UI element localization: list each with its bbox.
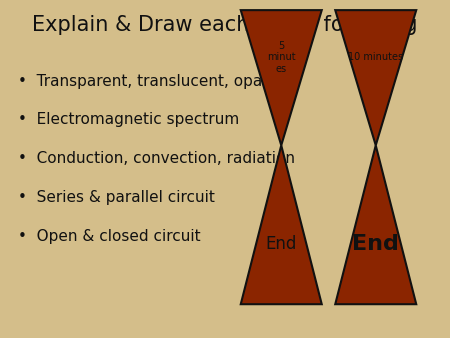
Text: End: End <box>352 234 399 254</box>
Text: 5
minut
es: 5 minut es <box>267 41 296 74</box>
Polygon shape <box>335 10 416 145</box>
Text: •  Series & parallel circuit: • Series & parallel circuit <box>18 190 215 205</box>
Text: •  Open & closed circuit: • Open & closed circuit <box>18 229 201 244</box>
Text: •  Electromagnetic spectrum: • Electromagnetic spectrum <box>18 113 239 127</box>
Polygon shape <box>241 10 322 145</box>
Polygon shape <box>241 145 322 304</box>
Polygon shape <box>335 145 416 304</box>
Text: 10 minutes: 10 minutes <box>348 52 403 63</box>
Text: •  Conduction, convection, radiation: • Conduction, convection, radiation <box>18 151 295 166</box>
Text: •  Transparent, translucent, opaque: • Transparent, translucent, opaque <box>18 74 291 89</box>
Text: Explain & Draw each of the following: Explain & Draw each of the following <box>32 15 418 35</box>
Text: End: End <box>266 235 297 253</box>
